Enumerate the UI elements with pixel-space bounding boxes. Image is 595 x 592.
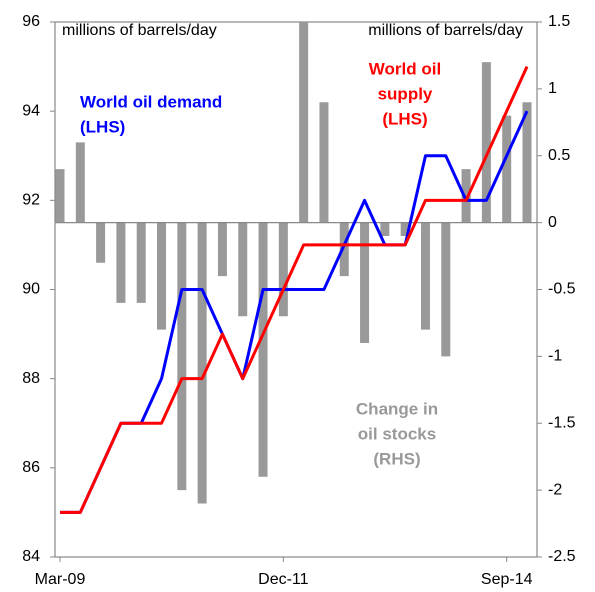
bar: [360, 222, 370, 343]
y2-tick-label: 0.5: [548, 147, 570, 164]
y-tick-label: 88: [22, 370, 40, 387]
y2-tick-label: -2.5: [548, 548, 576, 565]
bar: [75, 142, 85, 223]
y2-tick-label: 1: [548, 80, 557, 97]
bar: [461, 169, 471, 223]
y-tick-label: 84: [22, 548, 40, 565]
bar: [400, 222, 410, 236]
bar: [258, 222, 268, 477]
x-tick-label: Sep-14: [481, 571, 533, 588]
bar: [299, 22, 309, 223]
bar: [278, 222, 288, 317]
axis-label: millions of barrels/day: [368, 22, 523, 39]
x-tick-label: Dec-11: [258, 571, 308, 588]
y-tick-label: 94: [22, 102, 40, 119]
series-label: (LHS): [80, 117, 125, 136]
bar: [136, 222, 146, 303]
y2-tick-label: 1.5: [548, 13, 570, 30]
y2-tick-label: -1.5: [548, 414, 576, 431]
x-tick-label: Mar-09: [35, 571, 86, 588]
series-label: supply: [378, 84, 433, 103]
line: [60, 110, 529, 514]
bar: [55, 169, 65, 223]
series-label: Change in: [356, 399, 438, 418]
y-tick-label: 86: [22, 459, 40, 476]
y2-tick-label: -0.5: [548, 281, 576, 298]
y-tick-label: 92: [22, 192, 40, 209]
series-label: World oil demand: [80, 92, 222, 111]
series-label: (RHS): [373, 449, 420, 468]
y-tick-label: 90: [22, 281, 40, 298]
line: [60, 65, 529, 514]
bar: [339, 222, 349, 277]
bar: [319, 102, 329, 223]
bar: [116, 222, 126, 303]
bar: [157, 222, 167, 330]
y2-tick-label: 0: [548, 214, 557, 231]
bar: [522, 102, 532, 223]
series-label: World oil: [369, 59, 441, 78]
y2-tick-label: -1: [548, 348, 562, 365]
bar: [96, 222, 106, 263]
bar: [177, 222, 187, 491]
bar: [481, 62, 491, 223]
series-label: oil stocks: [358, 424, 436, 443]
bar: [380, 222, 390, 236]
bar: [420, 222, 430, 330]
bar: [502, 115, 512, 223]
y-tick-label: 96: [22, 13, 40, 30]
bar: [197, 222, 207, 504]
bar: [238, 222, 248, 317]
series-label: (LHS): [382, 109, 427, 128]
bar: [441, 222, 451, 357]
bar: [217, 222, 227, 277]
axis-label: millions of barrels/day: [62, 22, 217, 39]
y2-tick-label: -2: [548, 481, 562, 498]
